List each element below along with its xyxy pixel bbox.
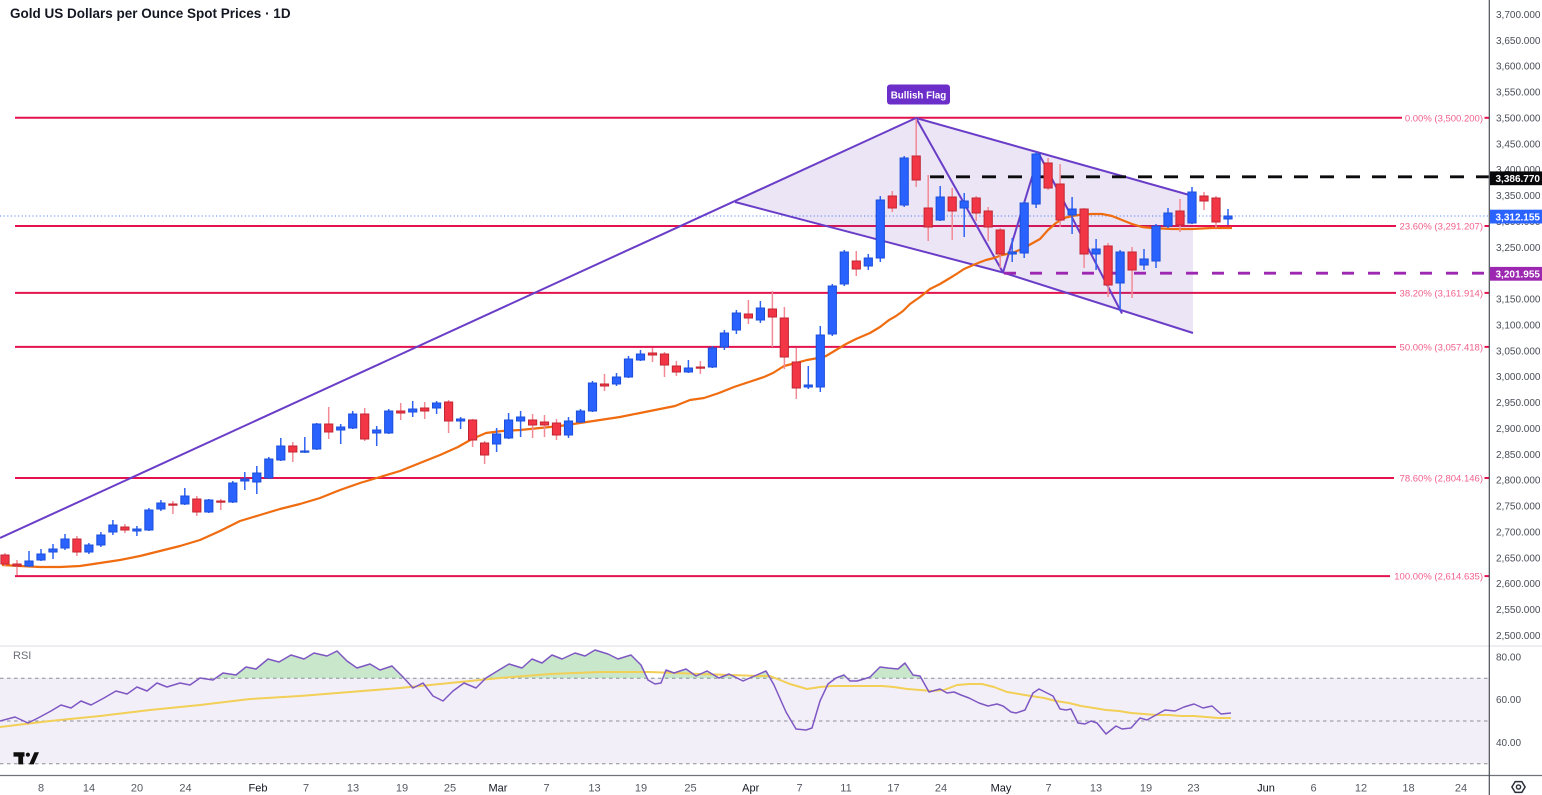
svg-text:2,750.000: 2,750.000 bbox=[1496, 502, 1541, 513]
svg-text:60.00: 60.00 bbox=[1496, 695, 1521, 706]
svg-text:24: 24 bbox=[1455, 783, 1467, 795]
svg-text:100.00% (2,614.635): 100.00% (2,614.635) bbox=[1394, 572, 1483, 583]
svg-text:14: 14 bbox=[83, 783, 95, 795]
svg-text:19: 19 bbox=[396, 783, 408, 795]
svg-text:12: 12 bbox=[1355, 783, 1367, 795]
svg-text:8: 8 bbox=[38, 783, 44, 795]
svg-text:23.60% (3,291.207): 23.60% (3,291.207) bbox=[1400, 222, 1483, 233]
svg-text:3,386.770: 3,386.770 bbox=[1496, 174, 1541, 185]
svg-text:2,900.000: 2,900.000 bbox=[1496, 424, 1541, 435]
svg-text:3,350.000: 3,350.000 bbox=[1496, 191, 1541, 202]
svg-text:2,550.000: 2,550.000 bbox=[1496, 605, 1541, 616]
svg-text:2,650.000: 2,650.000 bbox=[1496, 553, 1541, 564]
svg-text:Bullish Flag: Bullish Flag bbox=[891, 90, 947, 101]
svg-text:3,100.000: 3,100.000 bbox=[1496, 321, 1541, 332]
svg-text:3,450.000: 3,450.000 bbox=[1496, 139, 1541, 150]
svg-text:13: 13 bbox=[347, 783, 359, 795]
svg-text:7: 7 bbox=[543, 783, 549, 795]
svg-text:23: 23 bbox=[1187, 783, 1199, 795]
svg-text:3,650.000: 3,650.000 bbox=[1496, 36, 1541, 47]
svg-text:2,850.000: 2,850.000 bbox=[1496, 450, 1541, 461]
svg-text:3,550.000: 3,550.000 bbox=[1496, 88, 1541, 99]
svg-text:Jun: Jun bbox=[1257, 783, 1275, 795]
svg-text:20: 20 bbox=[131, 783, 143, 795]
svg-text:78.60% (2,804.146): 78.60% (2,804.146) bbox=[1400, 474, 1483, 485]
svg-text:May: May bbox=[991, 783, 1012, 795]
svg-text:3,312.155: 3,312.155 bbox=[1496, 212, 1541, 223]
svg-text:2,950.000: 2,950.000 bbox=[1496, 398, 1541, 409]
svg-text:Gold US Dollars per Ounce Spot: Gold US Dollars per Ounce Spot Prices · … bbox=[10, 6, 291, 21]
svg-text:3,400.000: 3,400.000 bbox=[1496, 165, 1541, 176]
svg-text:3,150.000: 3,150.000 bbox=[1496, 295, 1541, 306]
svg-text:2,700.000: 2,700.000 bbox=[1496, 528, 1541, 539]
svg-text:13: 13 bbox=[1090, 783, 1102, 795]
svg-text:6: 6 bbox=[1310, 783, 1316, 795]
svg-text:11: 11 bbox=[840, 783, 851, 795]
svg-text:3,600.000: 3,600.000 bbox=[1496, 62, 1541, 73]
svg-text:50.00% (3,057.418): 50.00% (3,057.418) bbox=[1400, 342, 1483, 353]
svg-text:7: 7 bbox=[1045, 783, 1051, 795]
svg-text:18: 18 bbox=[1402, 783, 1414, 795]
svg-text:3,201.955: 3,201.955 bbox=[1496, 270, 1541, 281]
svg-text:Mar: Mar bbox=[489, 783, 508, 795]
svg-text:Apr: Apr bbox=[742, 783, 759, 795]
svg-text:RSI: RSI bbox=[13, 650, 31, 662]
svg-text:2,800.000: 2,800.000 bbox=[1496, 476, 1541, 487]
svg-text:19: 19 bbox=[1140, 783, 1152, 795]
svg-text:24: 24 bbox=[935, 783, 947, 795]
svg-text:Feb: Feb bbox=[249, 783, 268, 795]
svg-text:2,600.000: 2,600.000 bbox=[1496, 579, 1541, 590]
svg-text:40.00: 40.00 bbox=[1496, 738, 1521, 749]
svg-text:17: 17 bbox=[887, 783, 899, 795]
svg-text:7: 7 bbox=[796, 783, 802, 795]
svg-text:25: 25 bbox=[684, 783, 696, 795]
svg-text:3,250.000: 3,250.000 bbox=[1496, 243, 1541, 254]
svg-text:0.00% (3,500.200): 0.00% (3,500.200) bbox=[1405, 113, 1483, 124]
svg-text:19: 19 bbox=[635, 783, 647, 795]
svg-text:3,050.000: 3,050.000 bbox=[1496, 346, 1541, 357]
svg-text:3,500.000: 3,500.000 bbox=[1496, 114, 1541, 125]
svg-text:3,000.000: 3,000.000 bbox=[1496, 372, 1541, 383]
svg-text:2,500.000: 2,500.000 bbox=[1496, 631, 1541, 642]
svg-text:7: 7 bbox=[303, 783, 309, 795]
svg-text:25: 25 bbox=[444, 783, 456, 795]
svg-text:80.00: 80.00 bbox=[1496, 652, 1521, 663]
svg-text:3,700.000: 3,700.000 bbox=[1496, 10, 1541, 21]
svg-text:13: 13 bbox=[588, 783, 600, 795]
svg-text:38.20% (3,161.914): 38.20% (3,161.914) bbox=[1400, 288, 1483, 299]
svg-text:24: 24 bbox=[179, 783, 191, 795]
